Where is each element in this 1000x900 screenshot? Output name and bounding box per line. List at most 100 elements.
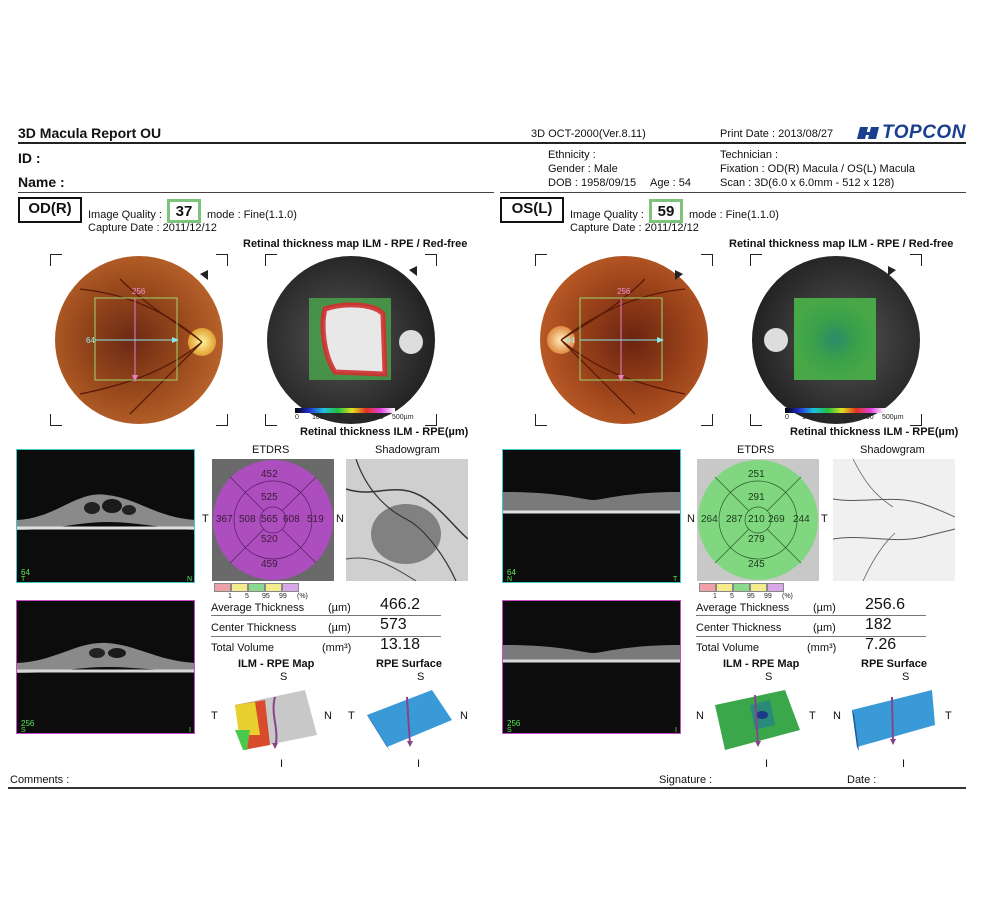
os-fundus-photo: 256 64 (535, 254, 713, 426)
od-image-quality-value: 37 (167, 199, 201, 223)
os-etdrs-inf-outer: 245 (748, 559, 765, 570)
os-capture-date: Capture Date : 2011/12/12 (570, 222, 699, 234)
os-scale-tick: 0 (785, 414, 789, 421)
signature-label: Signature : (659, 774, 713, 786)
od-capture-date: Capture Date : 2011/12/12 (88, 222, 217, 234)
header-divider (18, 142, 966, 144)
od-legend-tick: (%) (297, 593, 308, 600)
os-oct2-left: S (507, 727, 512, 734)
os-avg-thickness-label: Average Thickness (696, 602, 790, 614)
os-thickness-scale-bar (785, 408, 885, 413)
topcon-logo-icon (857, 127, 879, 139)
os-scale-tick: 400 (862, 414, 874, 421)
od-scan-v-label: 256 (132, 287, 146, 296)
os-section-divider (500, 192, 966, 193)
os-etdrs-title: ETDRS (737, 444, 775, 456)
od-etdrs-title: ETDRS (252, 444, 290, 456)
os-etdrs-sup-outer: 251 (748, 469, 765, 480)
od-etdrs-inf-outer: 459 (261, 559, 278, 570)
os-ilm-bottom: I (765, 758, 769, 770)
od-rpe-surface-title: RPE Surface (376, 658, 443, 670)
os-oct-horizontal-scan: 64 N T (502, 449, 681, 583)
od-avg-thickness-label: Average Thickness (211, 602, 305, 614)
od-center-thickness-value: 573 (380, 616, 407, 633)
brand-name: TOPCON (882, 122, 966, 143)
od-avg-thickness-unit: (µm) (328, 602, 351, 614)
od-scale-tick: 200 (332, 414, 344, 421)
dob-value: DOB : 1958/09/15 (548, 177, 637, 189)
technician-label: Technician : (720, 149, 779, 161)
date-label: Date : (847, 774, 877, 786)
os-legend-tick: (%) (782, 593, 793, 600)
od-scale-tick: 300 (352, 414, 364, 421)
od-rpe-left: T (348, 710, 355, 722)
od-scan-h-label: 64 (86, 336, 95, 345)
od-etdrs-grid: 452 525 367 508 565 608 519 520 459 (212, 459, 334, 581)
os-percentile-legend (699, 583, 784, 592)
comments-label: Comments : (10, 774, 70, 786)
os-rpe-bottom: I (902, 758, 906, 770)
od-scale-tick: 400 (372, 414, 384, 421)
os-etdrs-left-label: N (687, 513, 695, 525)
od-scale-tick: 0 (295, 414, 299, 421)
os-image-quality-value: 59 (649, 199, 683, 223)
od-section-divider (18, 192, 494, 193)
os-etdrs-right-label: T (821, 513, 828, 525)
os-scale-tick: 300 (842, 414, 854, 421)
od-etdrs-nasal-outer: 519 (307, 514, 324, 525)
os-scan-h-label: 64 (566, 336, 575, 345)
os-rpe-right: T (945, 710, 952, 722)
os-map-subtitle: Retinal thickness ILM - RPE(µm) (790, 426, 959, 438)
os-oct2-num: 256 (507, 719, 521, 728)
od-ilm-left: T (211, 710, 218, 722)
od-mode: mode : Fine(1.1.0) (207, 209, 297, 221)
os-thickness-map (750, 254, 922, 426)
od-legend-tick: 1 (228, 593, 232, 600)
od-shadowgram-title: Shadowgram (375, 444, 440, 456)
od-rpe-bottom: I (417, 758, 421, 770)
os-center-thickness-unit: (µm) (813, 622, 836, 634)
od-center-thickness-unit: (µm) (328, 622, 351, 634)
od-oct2-right: I (189, 727, 191, 734)
od-total-volume-value: 13.18 (380, 636, 421, 653)
od-legend-tick: 99 (279, 593, 287, 600)
os-legend-tick: 99 (764, 593, 772, 600)
age-value: Age : 54 (650, 177, 691, 189)
od-etdrs-temp-inner: 508 (239, 514, 256, 525)
os-oct1-left: N (507, 576, 513, 583)
os-legend-tick: 1 (713, 593, 717, 600)
od-total-volume-label: Total Volume (211, 642, 274, 654)
os-total-volume-label: Total Volume (696, 642, 759, 654)
gender-value: Gender : Male (548, 163, 618, 175)
od-center-divider (211, 636, 441, 637)
ethnicity-label: Ethnicity : (548, 149, 596, 161)
fixation-value: Fixation : OD(R) Macula / OS(L) Macula (720, 163, 915, 175)
footer-divider (8, 787, 966, 789)
report-title: 3D Macula Report OU (18, 125, 162, 141)
os-oct1-num: 64 (507, 568, 516, 577)
os-etdrs-sup-inner: 291 (748, 492, 765, 503)
od-rpe-right: N (460, 710, 468, 722)
os-mode: mode : Fine(1.1.0) (689, 209, 779, 221)
os-etdrs-temp-inner: 269 (768, 514, 785, 525)
od-ilm-top: S (280, 671, 288, 683)
od-etdrs-inf-inner: 520 (261, 534, 278, 545)
os-total-volume-value: 7.26 (865, 636, 897, 653)
os-rpe-top: S (902, 671, 910, 683)
od-avg-thickness-value: 466.2 (380, 596, 421, 613)
os-rpe-3d-surface (847, 685, 942, 760)
od-oct-horizontal-scan: 64 T N (16, 449, 195, 583)
os-total-volume-unit: (mm³) (807, 642, 837, 654)
od-oct-vertical-scan: 256 S I (16, 600, 195, 734)
os-eye-label: OS(L) (500, 197, 564, 223)
od-etdrs-right-label: N (336, 513, 344, 525)
od-legend-tick: 5 (245, 593, 249, 600)
os-etdrs-grid: 251 291 264 287 210 269 244 279 245 (697, 459, 819, 581)
os-etdrs-nasal-inner: 287 (726, 514, 743, 525)
os-ilm-rpe-3d-map (710, 685, 805, 760)
od-avg-divider (211, 615, 441, 616)
os-ilm-rpe-map-title: ILM - RPE Map (723, 658, 800, 670)
os-center-thickness-label: Center Thickness (696, 622, 782, 634)
od-oct1-num: 64 (21, 568, 30, 577)
os-avg-divider (696, 615, 926, 616)
